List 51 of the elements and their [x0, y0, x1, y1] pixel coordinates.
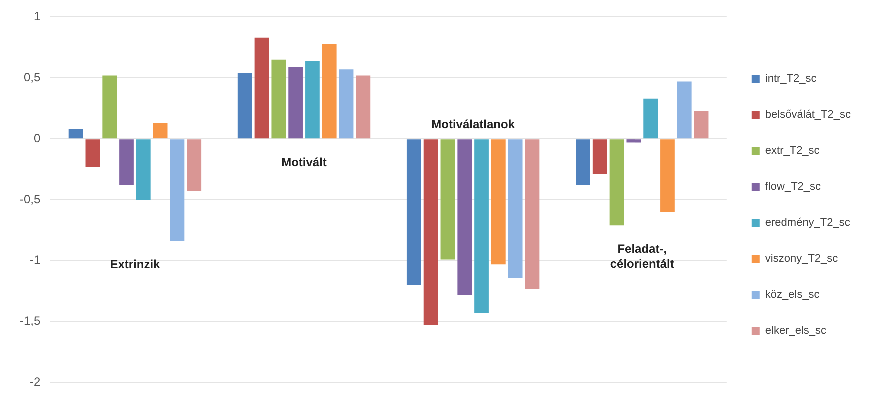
- legend-label: extr_T2_sc: [765, 145, 820, 158]
- bar: [660, 140, 675, 212]
- bar: [626, 140, 642, 143]
- bar: [187, 140, 202, 192]
- bar: [406, 140, 422, 286]
- bar: [68, 129, 84, 139]
- bar: [86, 140, 100, 168]
- bar: [272, 60, 286, 139]
- y-tick-label: 0: [34, 131, 41, 146]
- legend-label: belsőválát_T2_sc: [765, 109, 852, 122]
- legend-label: eredmény_T2_sc: [765, 217, 851, 230]
- y-tick-label: -0,5: [20, 192, 41, 206]
- legend-label: elker_els_sc: [765, 325, 828, 338]
- bar: [694, 111, 709, 139]
- x-tick-label: Feladat-, célorientált: [610, 242, 674, 271]
- bar: [424, 140, 438, 326]
- legend-label: köz_els_sc: [765, 289, 820, 302]
- y-tick-label: -1: [30, 253, 41, 268]
- bar: [592, 140, 608, 174]
- bar: [474, 140, 489, 314]
- y-tick-label: 1: [34, 10, 41, 24]
- bar: [440, 140, 456, 260]
- bar: [170, 140, 185, 242]
- bar: [525, 140, 540, 289]
- bar: [306, 61, 320, 139]
- bar: [356, 76, 371, 139]
- x-tick-label: Extrinzik: [110, 258, 161, 272]
- y-tick-label: -1,5: [20, 314, 41, 328]
- bar: [322, 44, 337, 139]
- bar: [136, 140, 151, 200]
- bar: [339, 70, 354, 139]
- bar: [677, 82, 692, 139]
- bar: [254, 38, 270, 139]
- bar: [288, 67, 303, 139]
- bar: [153, 123, 168, 139]
- y-tick-label: -2: [30, 375, 41, 390]
- bar: [576, 140, 590, 186]
- x-tick-label: Motiválatlanok: [432, 117, 516, 132]
- bar: [238, 73, 252, 139]
- x-tick-label: Motivált: [282, 155, 327, 170]
- bar: [644, 98, 658, 139]
- bar: [491, 140, 506, 265]
- legend-label: intr_T2_sc: [765, 73, 818, 86]
- bar: [120, 140, 134, 186]
- bar: [102, 76, 118, 139]
- legend-label: flow_T2_sc: [765, 181, 822, 194]
- bar: [508, 140, 523, 278]
- bar: [458, 140, 472, 296]
- legend-label: viszony_T2_sc: [765, 253, 839, 266]
- y-tick-label: 0,5: [24, 70, 41, 84]
- bar: [610, 140, 624, 226]
